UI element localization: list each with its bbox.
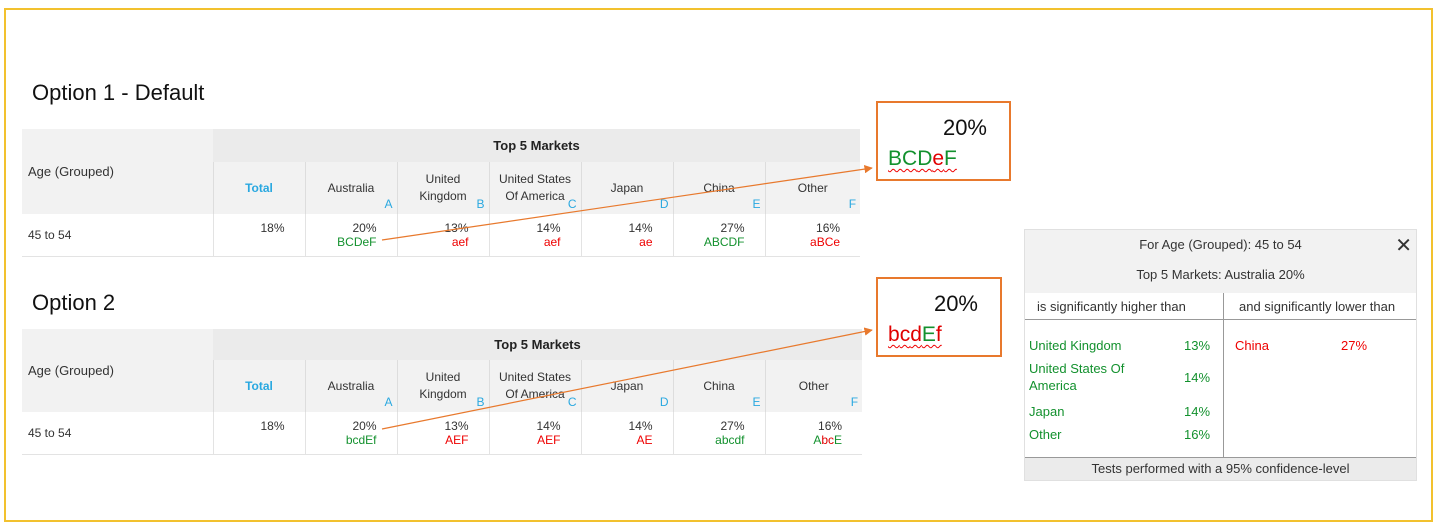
crosstab-option1: Age (Grouped) Top 5 Markets Total Austra… bbox=[22, 129, 861, 257]
callout-sig-letters: BCDeF bbox=[888, 147, 957, 170]
col-header-australia[interactable]: Australia A bbox=[304, 360, 397, 412]
cell-china[interactable]: 27% abcdf bbox=[672, 412, 765, 455]
higher-item-label: Other bbox=[1029, 427, 1062, 442]
panel-subtitle: Top 5 Markets: Australia 20% bbox=[1136, 267, 1305, 282]
slide-frame bbox=[4, 8, 1433, 522]
higher-item-value: 14% bbox=[1184, 370, 1211, 385]
panel-title: For Age (Grouped): 45 to 54 bbox=[1139, 237, 1302, 252]
row-header: Age (Grouped) bbox=[22, 329, 213, 412]
cell-total[interactable]: 18% bbox=[212, 214, 305, 257]
higher-item-value: 14% bbox=[1184, 404, 1211, 419]
cell-united-kingdom[interactable]: 13% AEF bbox=[396, 412, 489, 455]
col-header-china[interactable]: China E bbox=[672, 162, 765, 214]
crosstab-option2: Age (Grouped) Top 5 Markets Total Austra… bbox=[22, 329, 863, 455]
cell-united-states[interactable]: 14% aef bbox=[488, 214, 581, 257]
lower-header: and significantly lower than bbox=[1239, 299, 1396, 314]
cell-other[interactable]: 16% aBCe bbox=[764, 214, 861, 257]
higher-item-value: 16% bbox=[1184, 427, 1211, 442]
cell-australia[interactable]: 20% BCDeF bbox=[304, 214, 397, 257]
lower-item-label: China bbox=[1235, 338, 1269, 353]
higher-item-value: 13% bbox=[1184, 338, 1211, 353]
col-header-united-states[interactable]: United States Of America C bbox=[488, 360, 581, 412]
col-header-australia[interactable]: Australia A bbox=[304, 162, 397, 214]
cell-australia[interactable]: 20% bcdEf bbox=[304, 412, 397, 455]
col-header-japan[interactable]: Japan D bbox=[580, 162, 673, 214]
callout-value: 20% bbox=[942, 115, 987, 140]
col-header-other[interactable]: Other F bbox=[764, 162, 861, 214]
close-icon[interactable]: ✕ bbox=[1395, 235, 1412, 257]
significance-panel: For Age (Grouped): 45 to 54 Top 5 Market… bbox=[1024, 229, 1417, 481]
col-header-united-kingdom[interactable]: United Kingdom B bbox=[396, 360, 489, 412]
callout-option1: 20% BCDeF bbox=[876, 101, 1011, 181]
col-header-china[interactable]: China E bbox=[672, 360, 765, 412]
higher-item-label: Japan bbox=[1029, 404, 1065, 419]
group-header: Top 5 Markets bbox=[213, 329, 863, 360]
panel-column-headers: is significantly higher than and signifi… bbox=[1025, 293, 1416, 320]
group-header: Top 5 Markets bbox=[213, 129, 861, 162]
option2-title: Option 2 bbox=[32, 290, 116, 315]
col-header-total[interactable]: Total bbox=[212, 360, 305, 412]
cell-united-states[interactable]: 14% AEF bbox=[488, 412, 581, 455]
col-header-other[interactable]: Other F bbox=[764, 360, 863, 412]
col-header-united-kingdom[interactable]: United Kingdom B bbox=[396, 162, 489, 214]
cell-japan[interactable]: 14% ae bbox=[580, 214, 673, 257]
callout-sig-letters: bcdEf bbox=[888, 323, 942, 346]
panel-footer: Tests performed with a 95% confidence-le… bbox=[1025, 457, 1416, 480]
row-label: 45 to 54 bbox=[22, 412, 213, 455]
col-header-united-states[interactable]: United States Of America C bbox=[488, 162, 581, 214]
arrow-option1 bbox=[381, 164, 873, 241]
callout-value: 20% bbox=[933, 291, 978, 316]
cell-other[interactable]: 16% AbcE bbox=[764, 412, 863, 455]
row-header: Age (Grouped) bbox=[22, 129, 213, 214]
option1-title: Option 1 - Default bbox=[32, 80, 205, 105]
higher-item-label: United States Of America bbox=[1029, 361, 1125, 393]
cell-china[interactable]: 27% ABCDF bbox=[672, 214, 765, 257]
higher-item-label: United Kingdom bbox=[1029, 338, 1122, 353]
lower-item-value: 27% bbox=[1341, 338, 1368, 353]
row-label: 45 to 54 bbox=[22, 214, 213, 257]
panel-divider bbox=[1223, 293, 1224, 460]
cell-japan[interactable]: 14% AE bbox=[580, 412, 673, 455]
higher-header: is significantly higher than bbox=[1037, 299, 1186, 314]
cell-total[interactable]: 18% bbox=[212, 412, 305, 455]
panel-header: For Age (Grouped): 45 to 54 Top 5 Market… bbox=[1025, 230, 1416, 293]
col-header-total[interactable]: Total bbox=[212, 162, 305, 214]
callout-option2: 20% bcdEf bbox=[876, 277, 1002, 357]
arrow-option2 bbox=[381, 327, 873, 430]
